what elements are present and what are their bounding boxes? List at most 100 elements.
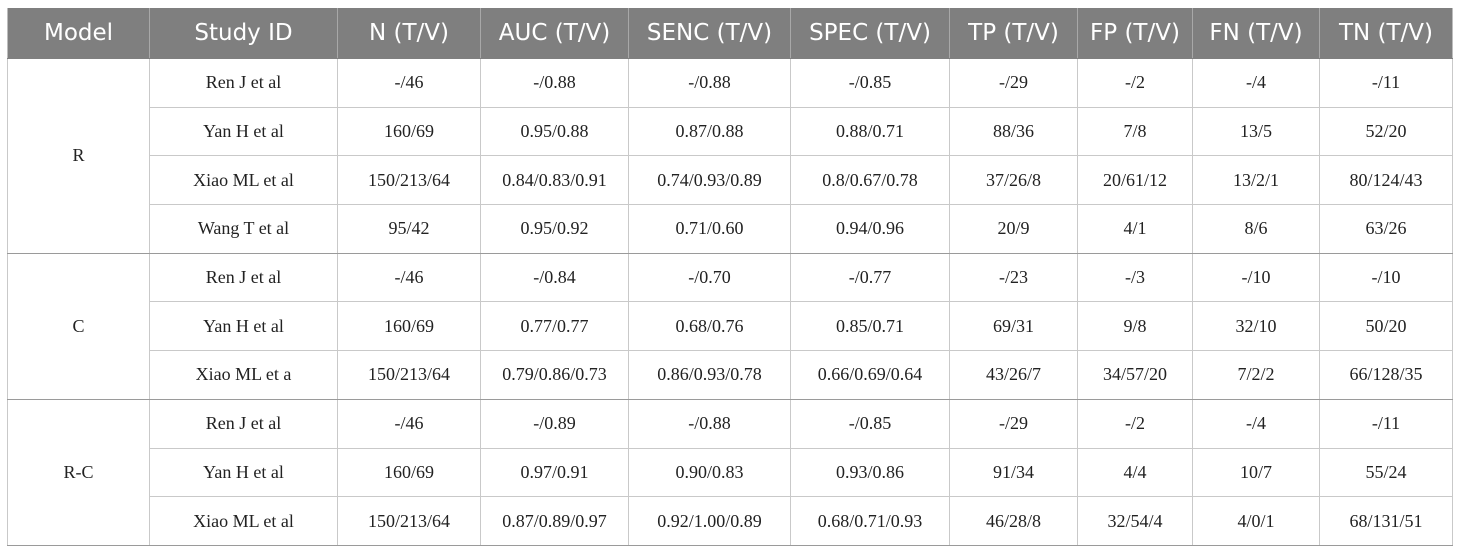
table-cell: 150/213/64 xyxy=(337,155,481,206)
data-table-container: Model Study ID N (T/V) AUC (T/V) SENC (T/V) S… xyxy=(7,8,1453,546)
study-id-cell: Yan H et al xyxy=(149,447,338,498)
results-table: Model Study ID N (T/V) AUC (T/V) SENC (T/V) S… xyxy=(7,8,1453,546)
table-cell: 10/7 xyxy=(1192,447,1320,498)
table-cell: -/10 xyxy=(1319,252,1453,303)
table-cell: 37/26/8 xyxy=(949,155,1078,206)
table-cell: 150/213/64 xyxy=(337,496,481,546)
column-header: AUC (T/V) xyxy=(480,8,629,59)
table-cell: 160/69 xyxy=(337,301,481,352)
study-id-cell: Yan H et al xyxy=(149,106,338,157)
table-cell: -/2 xyxy=(1077,398,1193,449)
table-cell: -/11 xyxy=(1319,398,1453,449)
table-cell: -/0.88 xyxy=(628,58,791,108)
table-cell: 0.97/0.91 xyxy=(480,447,629,498)
table-cell: -/46 xyxy=(337,398,481,449)
table-row: Yan H et al 160/69 0.77/0.77 0.68/0.76 0.85/… xyxy=(8,301,1453,352)
model-cell: R-C xyxy=(7,398,150,546)
table-cell: -/0.85 xyxy=(790,58,950,108)
column-header: Study ID xyxy=(149,8,338,59)
table-cell: -/0.88 xyxy=(480,58,629,108)
table-cell: -/4 xyxy=(1192,58,1320,108)
table-cell: 0.87/0.88 xyxy=(628,106,791,157)
column-header: Model xyxy=(7,8,150,59)
table-body: R Ren J et al -/46 -/0.88 -/0.88 -/0.85 -/29 -/… xyxy=(7,58,1453,546)
table-cell: -/10 xyxy=(1192,252,1320,303)
study-id-cell: Ren J et al xyxy=(149,252,338,303)
table-cell: 0.74/0.93/0.89 xyxy=(628,155,791,206)
table-cell: 13/5 xyxy=(1192,106,1320,157)
table-cell: 0.79/0.86/0.73 xyxy=(480,350,629,400)
table-cell: 0.71/0.60 xyxy=(628,204,791,254)
table-cell: -/0.88 xyxy=(628,398,791,449)
table-cell: -/29 xyxy=(949,398,1078,449)
study-id-cell: Ren J et al xyxy=(149,398,338,449)
table-cell: 0.66/0.69/0.64 xyxy=(790,350,950,400)
table-cell: 68/131/51 xyxy=(1319,496,1453,546)
table-cell: 88/36 xyxy=(949,106,1078,157)
table-cell: 8/6 xyxy=(1192,204,1320,254)
table-cell: 52/20 xyxy=(1319,106,1453,157)
column-header: N (T/V) xyxy=(337,8,481,59)
table-cell: 46/28/8 xyxy=(949,496,1078,546)
column-header: SPEC (T/V) xyxy=(790,8,950,59)
table-cell: 20/61/12 xyxy=(1077,155,1193,206)
table-cell: -/29 xyxy=(949,58,1078,108)
table-cell: 20/9 xyxy=(949,204,1078,254)
table-cell: -/2 xyxy=(1077,58,1193,108)
model-cell: R xyxy=(7,58,150,254)
table-cell: -/46 xyxy=(337,58,481,108)
table-cell: -/3 xyxy=(1077,252,1193,303)
table-cell: 0.92/1.00/0.89 xyxy=(628,496,791,546)
table-row: Xiao ML et al 150/213/64 0.87/0.89/0.97 0.9… xyxy=(8,496,1453,546)
table-cell: 0.84/0.83/0.91 xyxy=(480,155,629,206)
table-cell: -/0.77 xyxy=(790,252,950,303)
study-id-cell: Xiao ML et al xyxy=(149,496,338,546)
table-cell: 13/2/1 xyxy=(1192,155,1320,206)
column-header: SENC (T/V) xyxy=(628,8,791,59)
table-row: Yan H et al 160/69 0.95/0.88 0.87/0.88 0.88/… xyxy=(8,106,1453,157)
table-cell: -/0.89 xyxy=(480,398,629,449)
table-cell: -/46 xyxy=(337,252,481,303)
table-cell: 4/0/1 xyxy=(1192,496,1320,546)
table-cell: 80/124/43 xyxy=(1319,155,1453,206)
table-cell: 0.95/0.92 xyxy=(480,204,629,254)
study-id-cell: Yan H et al xyxy=(149,301,338,352)
table-cell: 50/20 xyxy=(1319,301,1453,352)
table-cell: 0.85/0.71 xyxy=(790,301,950,352)
table-cell: 66/128/35 xyxy=(1319,350,1453,400)
table-cell: 0.93/0.86 xyxy=(790,447,950,498)
table-cell: 55/24 xyxy=(1319,447,1453,498)
column-header: FN (T/V) xyxy=(1192,8,1320,59)
table-cell: 32/54/4 xyxy=(1077,496,1193,546)
table-cell: 160/69 xyxy=(337,447,481,498)
table-cell: -/4 xyxy=(1192,398,1320,449)
table-row: Xiao ML et a 150/213/64 0.79/0.86/0.73 0.86… xyxy=(8,350,1453,400)
table-cell: 4/1 xyxy=(1077,204,1193,254)
table-cell: 160/69 xyxy=(337,106,481,157)
table-cell: 91/34 xyxy=(949,447,1078,498)
study-id-cell: Xiao ML et al xyxy=(149,155,338,206)
study-id-cell: Wang T et al xyxy=(149,204,338,254)
table-cell: 0.94/0.96 xyxy=(790,204,950,254)
table-row: R-C Ren J et al -/46 -/0.89 -/0.88 -/0.85 -/29… xyxy=(7,398,1453,546)
table-cell: 63/26 xyxy=(1319,204,1453,254)
study-id-cell: Xiao ML et a xyxy=(149,350,338,400)
study-id-cell: Ren J et al xyxy=(149,58,338,108)
header-row: Model Study ID N (T/V) AUC (T/V) SENC (T/V) S… xyxy=(7,8,1453,59)
column-header: TN (T/V) xyxy=(1319,8,1453,59)
table-cell: -/11 xyxy=(1319,58,1453,108)
table-cell: 32/10 xyxy=(1192,301,1320,352)
table-cell: 0.77/0.77 xyxy=(480,301,629,352)
table-cell: 7/8 xyxy=(1077,106,1193,157)
table-cell: 0.88/0.71 xyxy=(790,106,950,157)
table-cell: 43/26/7 xyxy=(949,350,1078,400)
table-cell: 69/31 xyxy=(949,301,1078,352)
table-cell: -/0.70 xyxy=(628,252,791,303)
table-cell: -/0.85 xyxy=(790,398,950,449)
table-cell: 150/213/64 xyxy=(337,350,481,400)
table-row: C Ren J et al -/46 -/0.84 -/0.70 -/0.77 -/23 -/… xyxy=(7,252,1453,400)
column-header: FP (T/V) xyxy=(1077,8,1193,59)
model-cell: C xyxy=(7,252,150,400)
table-cell: -/23 xyxy=(949,252,1078,303)
table-cell: 95/42 xyxy=(337,204,481,254)
